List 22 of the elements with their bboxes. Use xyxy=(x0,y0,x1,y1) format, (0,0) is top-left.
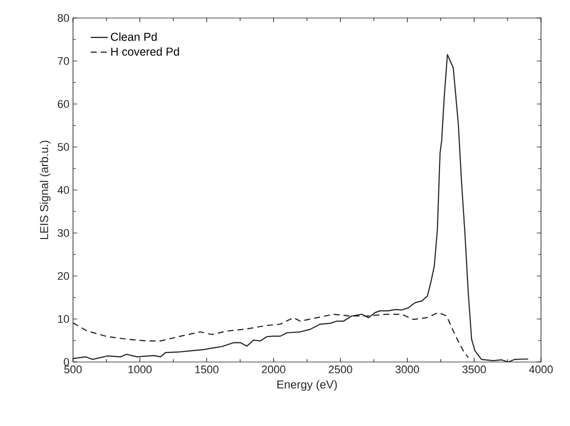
x-tick-label: 3000 xyxy=(396,366,420,374)
y-tick-label: 80 xyxy=(58,14,70,22)
x-tick-label: 2500 xyxy=(328,366,352,374)
x-axis-title: Energy (eV) xyxy=(277,380,337,391)
y-tick-label: 40 xyxy=(58,186,70,194)
line-series xyxy=(73,54,529,362)
legend-label: H covered Pd xyxy=(111,47,179,56)
x-tick-label: 2000 xyxy=(262,366,286,374)
y-tick-label: 30 xyxy=(58,229,70,237)
x-tick-label: 3500 xyxy=(462,366,486,374)
y-axis-title: LEIS Signal (arb.u.) xyxy=(40,140,50,240)
legend-label: Clean Pd xyxy=(110,32,157,41)
y-tick-label: 10 xyxy=(58,315,70,323)
x-tick-label: 500 xyxy=(64,366,82,374)
y-tick-label: 20 xyxy=(58,272,70,280)
y-tick-label: 50 xyxy=(58,143,70,151)
x-tick-label: 4000 xyxy=(529,366,553,374)
y-tick-label: 70 xyxy=(58,57,70,65)
y-tick-label: 60 xyxy=(58,100,70,108)
y-tick-label: 0 xyxy=(64,358,70,366)
x-tick-label: 1000 xyxy=(128,366,152,374)
x-tick-label: 1500 xyxy=(195,366,218,374)
